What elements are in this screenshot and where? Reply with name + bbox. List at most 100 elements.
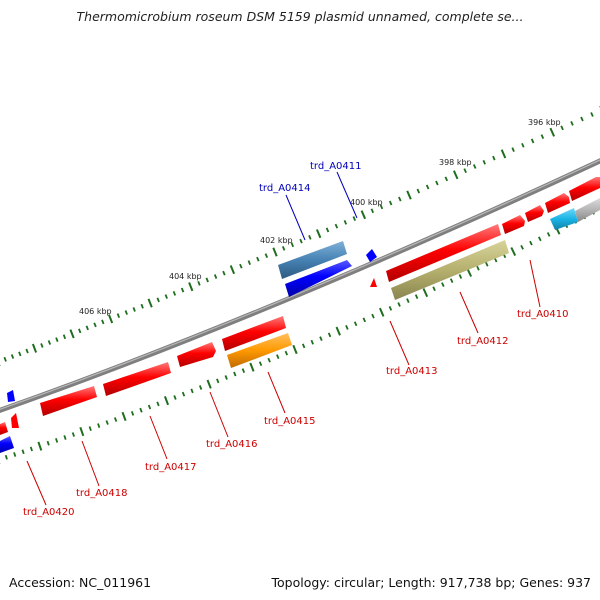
tick-outer-31 bbox=[239, 263, 243, 269]
feature-cds-red-396b[interactable] bbox=[545, 193, 570, 213]
tick-outer-68 bbox=[580, 116, 584, 122]
tick-outer-37 bbox=[290, 242, 295, 248]
gene-label-trd_A0414[interactable]: trd_A0414 bbox=[259, 183, 311, 194]
tick-outer-56 bbox=[463, 168, 467, 174]
feature-cds-red-trd_A0412[interactable] bbox=[386, 224, 501, 282]
tick-outer-10 bbox=[69, 329, 75, 339]
tick-outer-16 bbox=[116, 313, 121, 319]
tick-outer-21 bbox=[156, 297, 160, 303]
tick-inner-47 bbox=[397, 302, 401, 307]
tick-inner-2 bbox=[13, 452, 17, 457]
feature-cds-red-trd_A0416[interactable] bbox=[177, 342, 216, 367]
other-features bbox=[0, 198, 600, 453]
gene-label-trd_A0411[interactable]: trd_A0411 bbox=[310, 161, 362, 172]
tick-outer-39 bbox=[308, 235, 312, 240]
tick-inner-29 bbox=[241, 368, 246, 374]
tick-inner-44 bbox=[371, 313, 375, 319]
feature-blue-left[interactable] bbox=[0, 436, 14, 453]
tick-inner-23 bbox=[190, 388, 194, 394]
feature-cyan[interactable] bbox=[550, 208, 578, 230]
backbone bbox=[0, 158, 600, 413]
tick-inner-54 bbox=[458, 274, 463, 279]
gene-label-trd_A0413[interactable]: trd_A0413 bbox=[386, 366, 438, 377]
tick-outer-26 bbox=[197, 280, 201, 286]
gene-label-trd_A0417[interactable]: trd_A0417 bbox=[145, 462, 197, 473]
tick-outer-28 bbox=[213, 274, 218, 279]
tick-outer-1 bbox=[3, 356, 7, 362]
tick-outer-67 bbox=[570, 121, 574, 126]
leader-trd_A0418 bbox=[81, 440, 100, 487]
tick-inner-49 bbox=[414, 294, 419, 299]
scale-labels: 396 kbp 398 kbp 400 kbp 402 kbp 404 kbp … bbox=[79, 118, 561, 316]
tick-outer-49 bbox=[398, 196, 402, 202]
tick-outer-53 bbox=[435, 180, 439, 186]
tick-inner-13 bbox=[105, 420, 109, 425]
tick-outer-24 bbox=[180, 287, 185, 293]
topology-summary: Topology: circular; Length: 917,738 bp; … bbox=[271, 575, 592, 590]
tick-inner-9 bbox=[71, 432, 75, 437]
tick-inner-26 bbox=[216, 378, 220, 384]
feature-cds-red-trd_A0415[interactable] bbox=[222, 316, 286, 351]
tick-inner-21 bbox=[173, 395, 177, 400]
leader-trd_A0415 bbox=[267, 371, 286, 414]
leader-trd_A0413 bbox=[389, 320, 410, 366]
tick-outer-60 bbox=[500, 149, 507, 159]
gene-label-trd_A0418[interactable]: trd_A0418 bbox=[76, 488, 128, 499]
tick-inner-51 bbox=[432, 286, 436, 292]
feature-blue-trd_A0411[interactable] bbox=[366, 249, 377, 262]
tick-outer-47 bbox=[379, 204, 384, 210]
feature-gray[interactable] bbox=[575, 198, 600, 222]
tick-inner-7 bbox=[55, 438, 59, 443]
gene-label-trd_A0416[interactable]: trd_A0416 bbox=[206, 439, 258, 450]
leader-trd_A0412 bbox=[459, 291, 479, 334]
tick-inner-19 bbox=[156, 401, 160, 407]
feature-cds-red-398[interactable] bbox=[502, 215, 525, 234]
tick-inner-62 bbox=[529, 240, 533, 246]
tick-inner-45 bbox=[378, 307, 385, 317]
gene-label-trd_A0420[interactable]: trd_A0420 bbox=[23, 507, 75, 518]
tick-outer-45 bbox=[360, 210, 367, 220]
tick-outer-55 bbox=[452, 170, 459, 180]
feature-orange-trd_A0415[interactable] bbox=[227, 333, 292, 368]
tick-inner-57 bbox=[485, 261, 489, 267]
feature-cds-red-trd_A0418[interactable] bbox=[40, 386, 97, 416]
feature-blue-left-small[interactable] bbox=[7, 390, 15, 402]
tick-outer-43 bbox=[343, 219, 348, 225]
tick-inner-28 bbox=[233, 371, 237, 377]
tick-inner-34 bbox=[284, 350, 289, 356]
tick-inner-22 bbox=[181, 391, 186, 397]
tick-outer-11 bbox=[78, 328, 82, 334]
tick-outer-65 bbox=[549, 127, 556, 137]
feature-olive-trd_A0412[interactable] bbox=[391, 240, 509, 300]
tick-inner-3 bbox=[21, 449, 25, 455]
gene-label-trd_A0412[interactable]: trd_A0412 bbox=[457, 336, 509, 347]
tick-outer-12 bbox=[85, 325, 89, 331]
forward-features bbox=[0, 177, 600, 435]
tick-outer-18 bbox=[132, 307, 136, 312]
feature-cds-red-419[interactable] bbox=[11, 413, 19, 428]
tick-inner-5 bbox=[37, 441, 43, 451]
tick-outer-2 bbox=[10, 354, 15, 359]
tick-outer-35 bbox=[272, 247, 278, 257]
feature-cds-red-396a[interactable] bbox=[569, 177, 600, 201]
tick-inner-39 bbox=[327, 332, 332, 338]
tick-outer-17 bbox=[124, 310, 128, 315]
gene-label-trd_A0415[interactable]: trd_A0415 bbox=[264, 416, 316, 427]
feature-cds-red-420[interactable] bbox=[0, 422, 8, 435]
tick-outer-36 bbox=[281, 246, 286, 251]
feature-blue-trd_A0414[interactable] bbox=[285, 260, 352, 297]
accession-text: Accession: NC_011961 bbox=[9, 575, 152, 590]
tick-inner-1 bbox=[4, 454, 8, 460]
feature-cds-red-small[interactable] bbox=[370, 278, 377, 287]
tick-outer-41 bbox=[325, 227, 330, 233]
tick-outer-22 bbox=[164, 294, 168, 299]
gene-label-trd_A0410[interactable]: trd_A0410 bbox=[517, 309, 569, 320]
scale-label-398: 398 kbp bbox=[439, 158, 472, 167]
tick-outer-61 bbox=[511, 147, 515, 152]
tick-outer-54 bbox=[444, 176, 449, 182]
feature-cds-red-397[interactable] bbox=[525, 205, 544, 222]
feature-cds-red-trd_A0417[interactable] bbox=[103, 362, 171, 396]
feature-steelblue-trd_A0414[interactable] bbox=[278, 241, 347, 279]
tick-inner-36 bbox=[301, 343, 306, 349]
tick-inner-32 bbox=[267, 357, 271, 363]
